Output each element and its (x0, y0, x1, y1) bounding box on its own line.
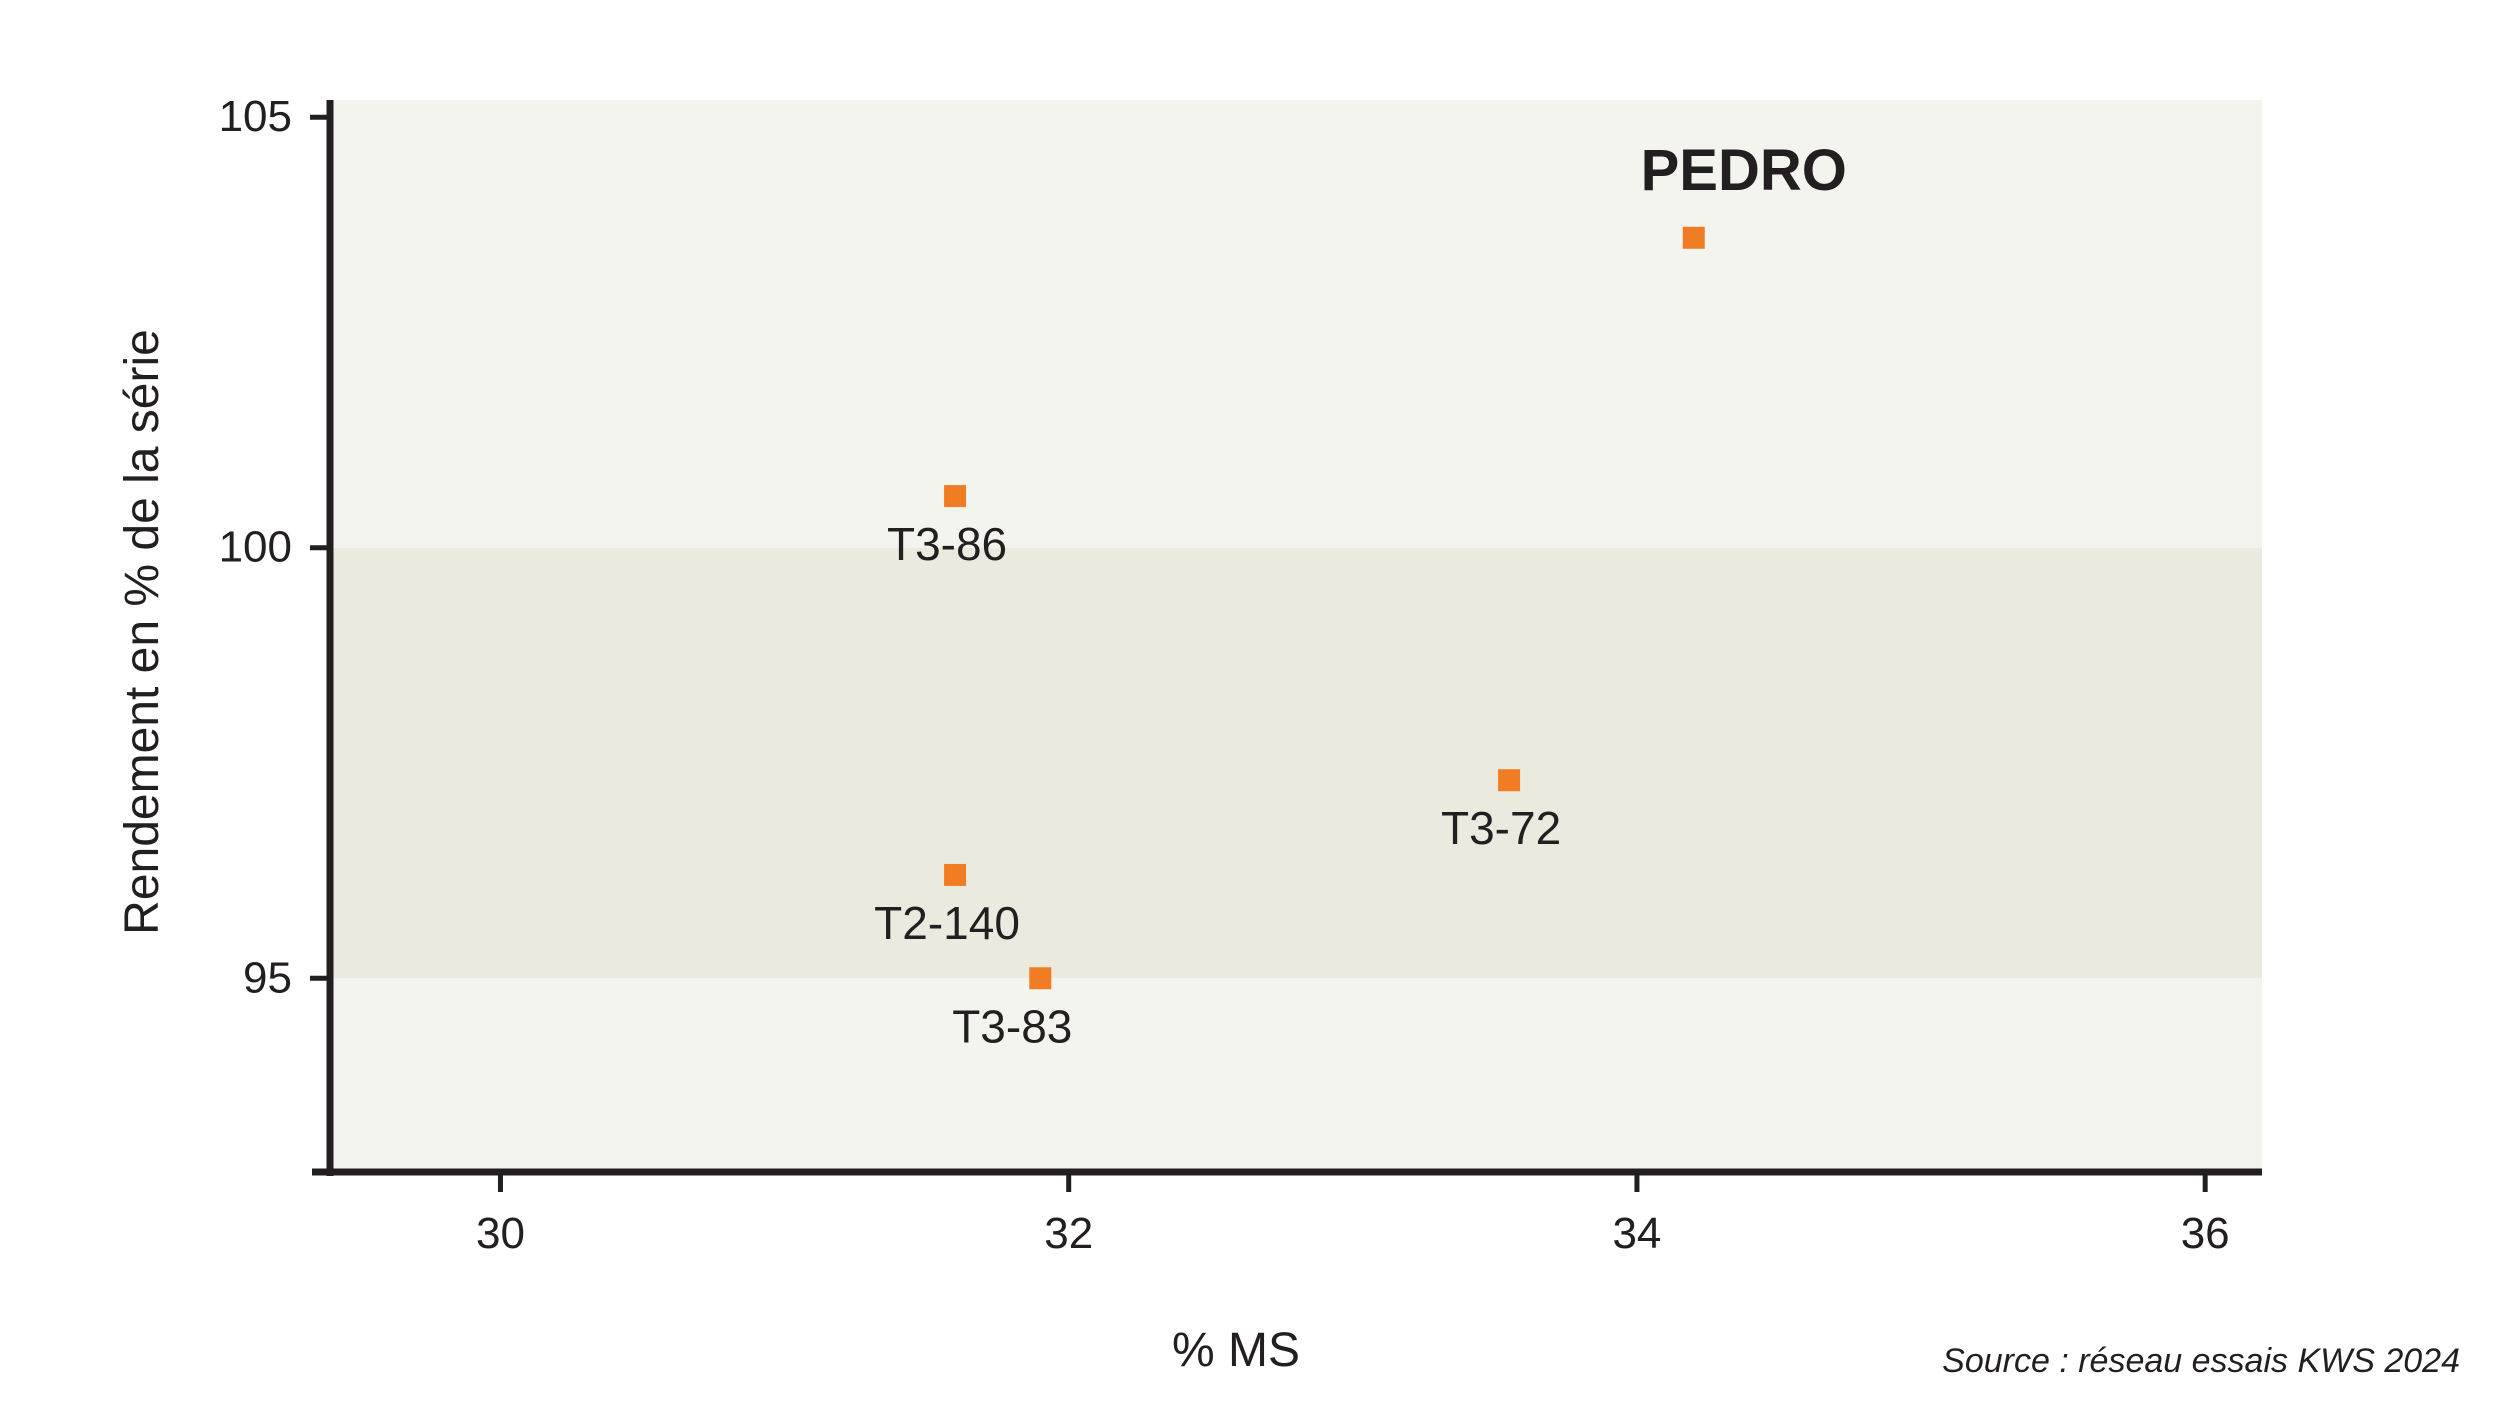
y-tick-label: 95 (243, 953, 292, 1002)
reference-band (330, 547, 2262, 979)
point-label: T3-86 (887, 518, 1007, 570)
point-marker (1029, 967, 1052, 990)
x-axis-title: % MS (1172, 1324, 1300, 1377)
data-points: PEDRO T3-86 T3-72 T2-140 T3-83 (874, 138, 1847, 1052)
axes: 95 100 105 30 32 34 36 (219, 92, 2262, 1258)
source-note: Source : réseau essais KWS 2024 (1942, 1342, 2460, 1380)
y-axis-title: Rendement en % de la série (116, 329, 169, 935)
x-tick-label: 34 (1612, 1209, 1661, 1258)
point-label: T2-140 (874, 897, 1020, 949)
y-tick-label: 100 (219, 523, 292, 572)
x-tick-label: 36 (2181, 1209, 2230, 1258)
x-tick-label: 30 (476, 1209, 525, 1258)
point-marker (1682, 226, 1705, 249)
y-tick-label: 105 (219, 92, 292, 141)
point-label: T3-83 (952, 1000, 1072, 1052)
point-label: T3-72 (1441, 802, 1561, 854)
point-marker (944, 485, 967, 508)
x-tick-label: 32 (1044, 1209, 1093, 1258)
point-marker (1498, 769, 1521, 792)
point-marker (944, 863, 967, 886)
point-label: PEDRO (1641, 138, 1847, 203)
